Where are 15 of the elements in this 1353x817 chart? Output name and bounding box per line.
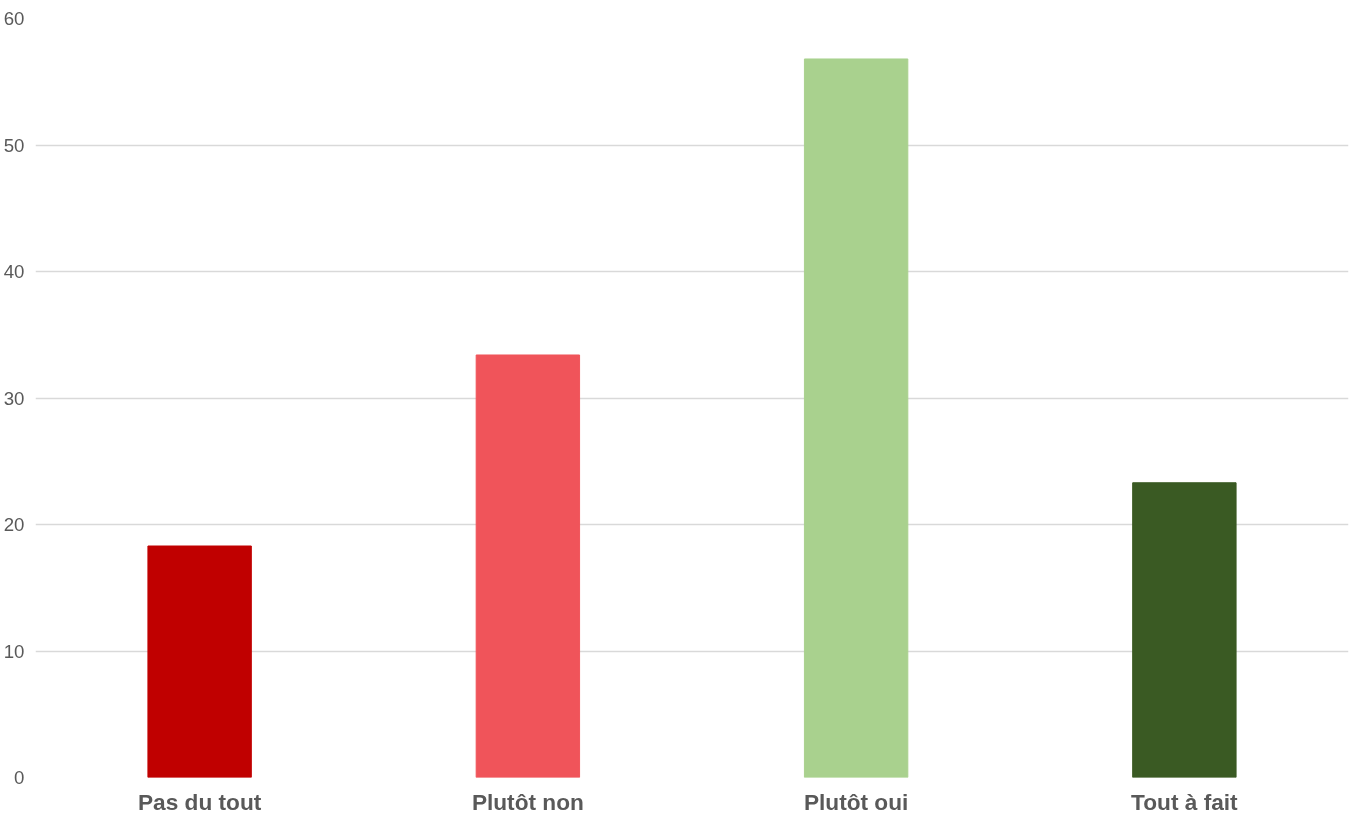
y-tick-label: 30 [3,387,25,409]
y-tick-label: 40 [3,261,25,282]
y-tick-label: 50 [3,134,25,156]
x-tick-label: Plutôt non [471,788,584,815]
y-tick-label: 60 [3,8,25,29]
bar [1132,482,1237,778]
bar [803,58,909,778]
y-tick-label: 0 [14,767,25,788]
x-tick-label: Tout à fait [1131,788,1239,815]
x-tick-label: Plutôt oui [803,788,909,815]
y-tick-label: 20 [3,514,25,535]
bar [475,354,581,778]
x-tick-label: Pas du tout [137,788,262,815]
y-tick-label: 10 [3,640,25,662]
bar [147,545,252,778]
